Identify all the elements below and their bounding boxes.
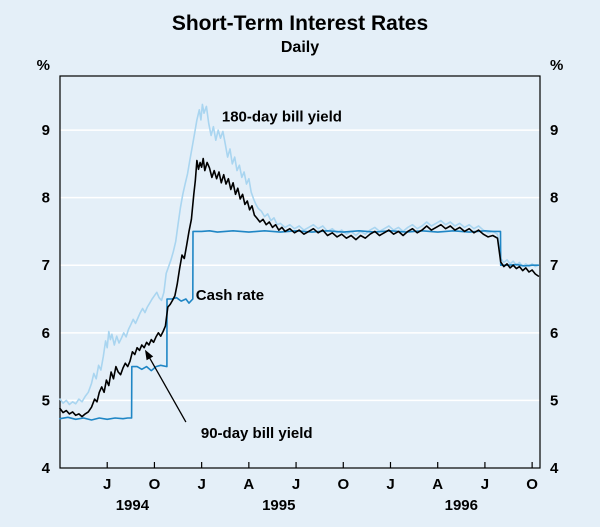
y-label-left-4: 4 [42, 460, 51, 477]
annotation-180-day-bill-yield: 180-day bill yield [222, 109, 342, 126]
annotation-arrow-head [144, 349, 154, 361]
y-label-left-8: 8 [42, 190, 50, 207]
x-label-month: O [337, 476, 349, 493]
series-180-day-bill-yield [59, 103, 540, 406]
annotation-arrow-line [148, 356, 187, 423]
x-axis-labels: J O J A J O J A J O 1994 1995 1996 [103, 462, 538, 514]
percent-label-right: % [550, 57, 563, 74]
series-cash-rate [59, 230, 540, 421]
y-label-left-6: 6 [42, 325, 50, 342]
y-label-left-9: 9 [42, 122, 50, 139]
y-label-right-9: 9 [550, 122, 558, 139]
y-label-left-5: 5 [42, 392, 50, 409]
y-label-right-6: 6 [550, 325, 558, 342]
x-label-month: J [103, 476, 111, 493]
x-label-year: 1994 [116, 497, 150, 514]
x-label-month: J [197, 476, 205, 493]
y-label-right-8: 8 [550, 190, 558, 207]
x-label-month: A [243, 476, 254, 493]
annotation-cash-rate: Cash rate [196, 287, 264, 304]
annotation-90-day-bill-yield: 90-day bill yield [201, 425, 313, 442]
plot-area: 4 4 5 5 6 6 7 7 8 8 9 9% % J O J A J O J A J O 1994 1995 1996 180-… [37, 57, 564, 514]
chart-subtitle: Daily [281, 39, 319, 56]
plot-border [59, 75, 541, 469]
x-label-year: 1995 [262, 497, 295, 514]
x-label-month: O [526, 476, 538, 493]
x-label-month: J [292, 476, 300, 493]
chart-title: Short-Term Interest Rates [172, 12, 428, 35]
y-label-left-7: 7 [42, 257, 50, 274]
x-label-month: A [432, 476, 443, 493]
x-label-month: J [481, 476, 489, 493]
x-label-month: J [386, 476, 394, 493]
x-label-month: O [149, 476, 161, 493]
y-label-right-4: 4 [550, 460, 559, 477]
y-label-right-7: 7 [550, 257, 558, 274]
series-90-day-bill-yield [59, 157, 540, 418]
percent-label-left: % [37, 57, 50, 74]
x-label-year: 1996 [445, 497, 478, 514]
y-gridlines [60, 129, 540, 402]
y-label-right-5: 5 [550, 392, 558, 409]
y-axis-labels: 4 4 5 5 6 6 7 7 8 8 9 9%% [37, 57, 564, 477]
